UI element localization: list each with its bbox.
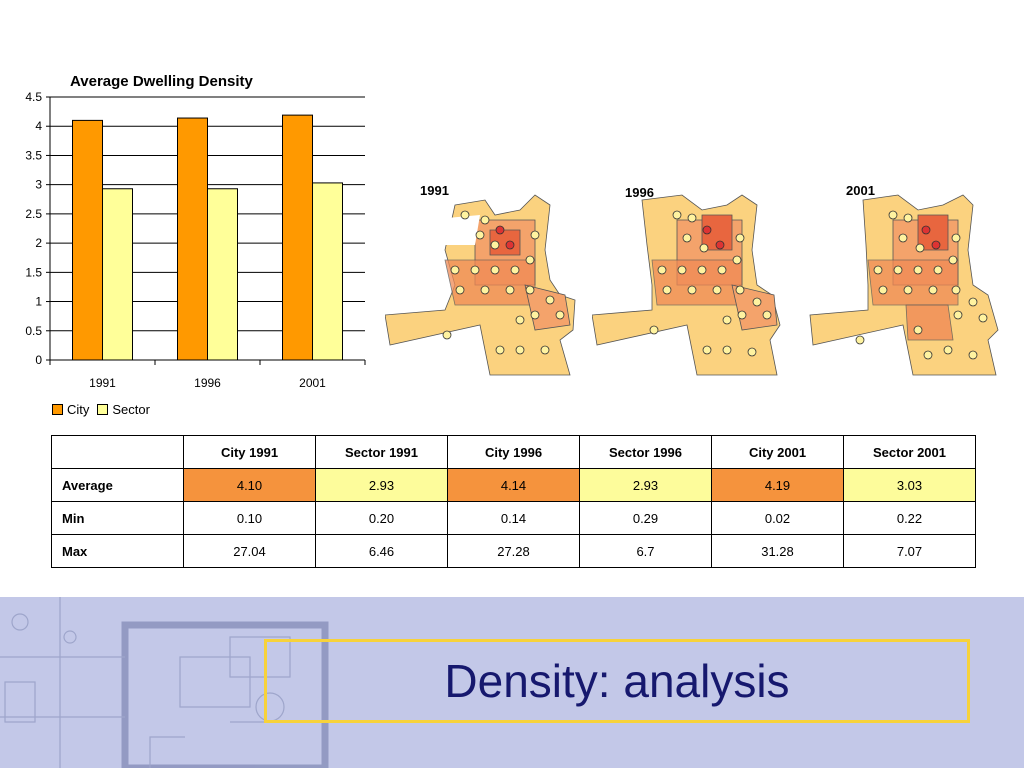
- table-cell: 4.10: [183, 468, 316, 502]
- y-tick-label: 0: [35, 353, 42, 367]
- legend-item-sector: Sector: [97, 402, 150, 417]
- map-2001-regions: [809, 194, 999, 376]
- table-cell: 2.93: [315, 468, 448, 502]
- density-table: City 1991 Sector 1991 City 1996 Sector 1…: [51, 435, 976, 568]
- map-1991-markers: [442, 210, 565, 355]
- x-tick-label: 1996: [194, 376, 221, 390]
- table-cell: 0.02: [711, 501, 844, 535]
- header-cell-city-2001: City 2001: [711, 435, 844, 469]
- table-cell: 0.22: [843, 501, 976, 535]
- bar-city-2001: [282, 114, 313, 361]
- y-tick-label: 4: [35, 119, 42, 133]
- table-cell: 7.07: [843, 534, 976, 568]
- header-cell-city-1996: City 1996: [447, 435, 580, 469]
- table-cell: 31.28: [711, 534, 844, 568]
- slide-title-box: Density: analysis: [264, 639, 970, 723]
- x-tick-label: 2001: [299, 376, 326, 390]
- bar-sector-2001: [312, 182, 343, 361]
- map-2001-markers: [855, 210, 988, 360]
- table-cell: 6.7: [579, 534, 712, 568]
- y-tick-label: 2.5: [25, 207, 42, 221]
- bar-sector-1991: [102, 188, 133, 361]
- table-cell: 0.10: [183, 501, 316, 535]
- table-cell: 0.14: [447, 501, 580, 535]
- row-label: Max: [51, 534, 184, 568]
- bar-sector-1996: [207, 188, 238, 361]
- table-row-average: Average 4.10 2.93 4.14 2.93 4.19 3.03: [51, 468, 976, 502]
- blueprint-floorplan-image: [0, 597, 329, 768]
- y-tick-label: 0.5: [25, 324, 42, 338]
- row-label: Average: [51, 468, 184, 502]
- y-tick-label: 3.5: [25, 148, 42, 162]
- chart-title: Average Dwelling Density: [70, 73, 253, 90]
- bar-city-1991: [72, 119, 103, 361]
- table-cell: 3.03: [843, 468, 976, 502]
- header-cell-sector-2001: Sector 2001: [843, 435, 976, 469]
- header-cell-sector-1991: Sector 1991: [315, 435, 448, 469]
- y-tick-label: 2: [35, 236, 42, 250]
- table-cell: 4.19: [711, 468, 844, 502]
- table-header-row: City 1991 Sector 1991 City 1996 Sector 1…: [51, 435, 976, 469]
- header-cell-sector-1996: Sector 1996: [579, 435, 712, 469]
- legend-swatch-city: [52, 404, 63, 415]
- header-cell-city-1991: City 1991: [183, 435, 316, 469]
- map-year-1991: 1991: [420, 183, 449, 198]
- table-cell: 6.46: [315, 534, 448, 568]
- table-cell: 27.04: [183, 534, 316, 568]
- bar-city-1996: [177, 117, 208, 361]
- table-cell: 0.29: [579, 501, 712, 535]
- x-tick-label: 1991: [89, 376, 116, 390]
- density-bar-chart: 0 0.5 1 1.5 2 2.5 3 3.5 4 4.5 1991 1996 2001 Average…: [0, 60, 380, 430]
- y-tick-label: 4.5: [25, 90, 42, 104]
- density-map-1996: [592, 194, 781, 376]
- map-1991-regions: [385, 194, 576, 376]
- map-1996-markers: [649, 210, 772, 357]
- y-tick-label: 1: [35, 295, 42, 309]
- legend-item-city: City: [52, 402, 89, 417]
- map-year-1996: 1996: [625, 185, 654, 200]
- row-label: Min: [51, 501, 184, 535]
- legend-label-sector: Sector: [112, 402, 150, 417]
- table-cell: 2.93: [579, 468, 712, 502]
- legend-label-city: City: [67, 402, 90, 417]
- density-map-2001: [809, 194, 999, 376]
- slide-title: Density: analysis: [444, 655, 790, 707]
- table-cell: 27.28: [447, 534, 580, 568]
- y-tick-label: 1.5: [25, 265, 42, 279]
- table-cell: 4.14: [447, 468, 580, 502]
- chart-svg: 0 0.5 1 1.5 2 2.5 3 3.5 4 4.5 1991 1996 2001: [25, 90, 366, 390]
- density-map-1991: [385, 194, 576, 376]
- y-tick-label: 3: [35, 178, 42, 192]
- header-cell-empty: [51, 435, 184, 469]
- table-row-min: Min 0.10 0.20 0.14 0.29 0.02 0.22: [51, 501, 976, 535]
- map-year-2001: 2001: [846, 183, 875, 198]
- chart-legend: City Sector: [52, 402, 154, 417]
- table-row-max: Max 27.04 6.46 27.28 6.7 31.28 7.07: [51, 534, 976, 568]
- legend-swatch-sector: [97, 404, 109, 415]
- table-cell: 0.20: [315, 501, 448, 535]
- footer-banner: [0, 597, 1024, 768]
